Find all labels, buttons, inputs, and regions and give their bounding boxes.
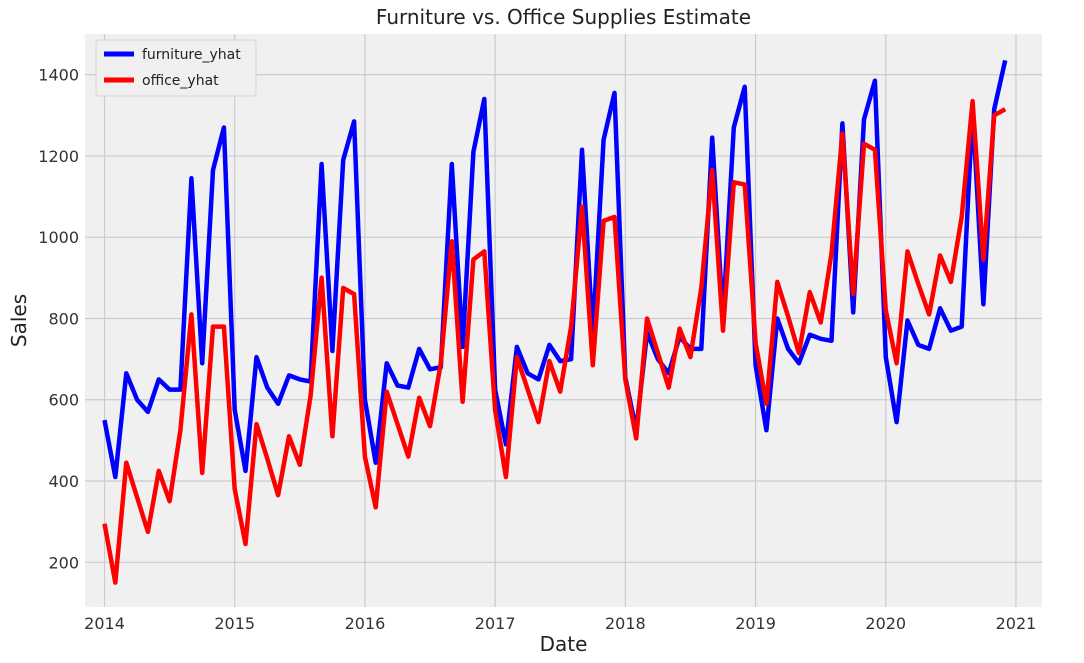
chart-title: Furniture vs. Office Supplies Estimate xyxy=(376,5,751,29)
legend-box xyxy=(95,39,257,97)
x-axis-title: Date xyxy=(540,632,588,656)
y-tick-label: 1200 xyxy=(38,147,79,166)
legend: furniture_yhat office_yhat xyxy=(95,39,257,97)
y-axis-ticks: 200 400 600 800 1000 1200 1400 xyxy=(38,66,79,573)
x-tick-label: 2020 xyxy=(865,614,906,633)
x-tick-label: 2019 xyxy=(735,614,776,633)
y-tick-label: 400 xyxy=(48,472,79,491)
plot-area xyxy=(85,34,1042,607)
series-lines xyxy=(102,59,1008,585)
y-tick-label: 1400 xyxy=(38,66,79,85)
series-line-office xyxy=(102,98,1007,585)
x-tick-label: 2014 xyxy=(84,614,125,633)
y-tick-label: 600 xyxy=(48,391,79,410)
x-tick-label: 2017 xyxy=(475,614,516,633)
y-tick-label: 200 xyxy=(48,553,79,572)
y-tick-label: 1000 xyxy=(38,228,79,247)
x-tick-label: 2018 xyxy=(605,614,646,633)
legend-label-office: office_yhat xyxy=(142,73,219,89)
y-axis-title: Sales xyxy=(7,294,31,347)
x-axis-ticks: 2014 2015 2016 2017 2018 2019 2020 2021 xyxy=(84,614,1036,633)
x-tick-label: 2021 xyxy=(996,614,1037,633)
x-tick-label: 2016 xyxy=(345,614,386,633)
x-tick-label: 2015 xyxy=(214,614,255,633)
legend-label-furniture: furniture_yhat xyxy=(142,47,241,63)
y-tick-label: 800 xyxy=(48,309,79,328)
